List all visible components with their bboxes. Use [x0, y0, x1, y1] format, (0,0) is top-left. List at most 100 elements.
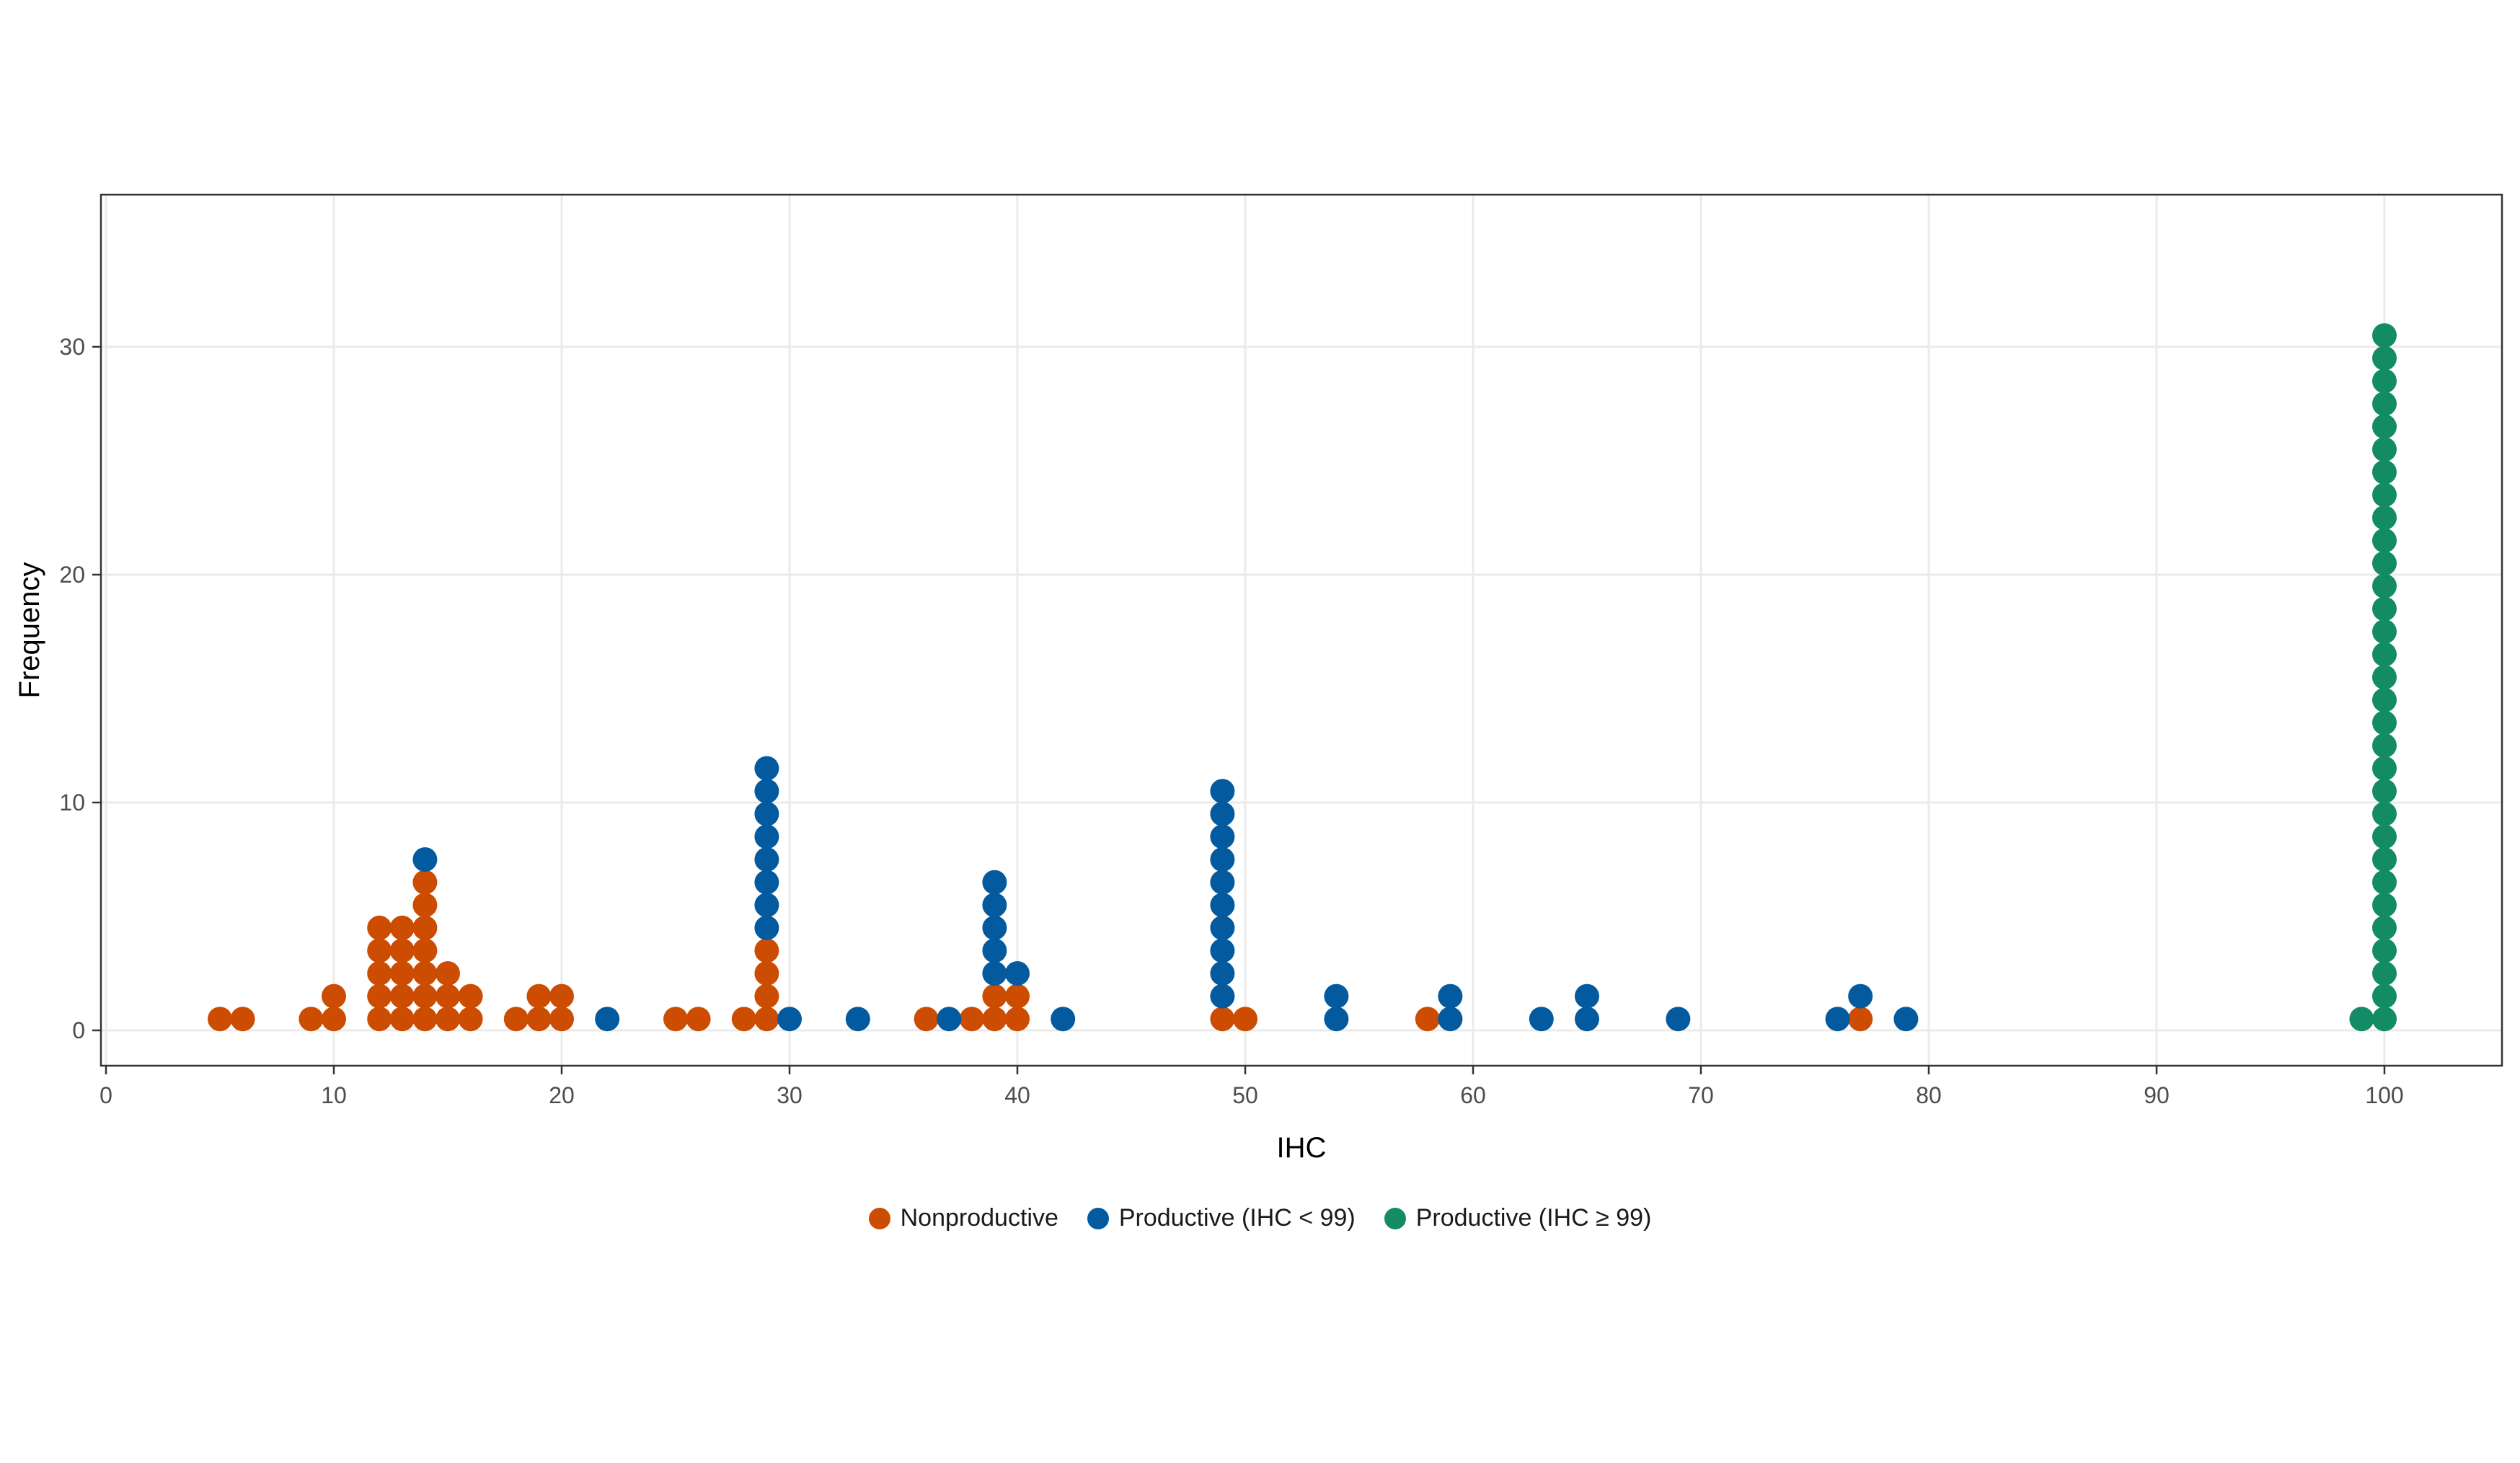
x-tick-label: 10 — [321, 1082, 347, 1108]
data-point — [412, 893, 438, 918]
x-tick-label: 30 — [777, 1082, 803, 1108]
data-point — [914, 1007, 939, 1032]
data-point — [526, 1007, 552, 1032]
data-point — [367, 915, 392, 940]
data-point — [436, 961, 460, 986]
data-point — [754, 847, 779, 872]
data-point — [2372, 1007, 2397, 1032]
data-point — [2372, 710, 2397, 735]
data-point — [2372, 733, 2397, 758]
legend-item-productive-high: Productive (IHC ≥ 99) — [1384, 1204, 1652, 1232]
data-point — [754, 961, 779, 986]
data-point — [389, 938, 415, 963]
data-point — [982, 915, 1007, 940]
data-point — [754, 915, 779, 940]
data-point — [2372, 938, 2397, 963]
data-point — [1005, 961, 1030, 986]
data-point — [982, 938, 1007, 963]
y-tick-label: 0 — [72, 1017, 85, 1043]
data-point — [2372, 459, 2397, 485]
data-point — [754, 756, 779, 781]
data-point — [2372, 505, 2397, 530]
data-point — [1438, 1007, 1463, 1032]
data-point — [1848, 1007, 1873, 1032]
y-tick-label: 30 — [59, 334, 85, 360]
data-point — [2372, 756, 2397, 781]
y-tick-label: 20 — [59, 562, 85, 588]
x-tick-label: 50 — [1232, 1082, 1258, 1108]
data-point — [1005, 1007, 1030, 1032]
legend-swatch-productive-low — [1087, 1207, 1109, 1229]
data-point — [458, 1007, 483, 1032]
data-point — [2372, 984, 2397, 1009]
data-point — [2372, 915, 2397, 940]
data-point — [1825, 1007, 1850, 1032]
data-point — [1210, 893, 1235, 918]
data-point — [2372, 893, 2397, 918]
data-point — [2349, 1007, 2374, 1032]
data-point — [412, 938, 438, 963]
data-point — [230, 1007, 255, 1032]
data-point — [1666, 1007, 1691, 1032]
data-point — [458, 984, 483, 1009]
legend-item-nonproductive: Nonproductive — [868, 1204, 1058, 1232]
data-point — [1324, 984, 1349, 1009]
data-point — [2372, 482, 2397, 508]
data-point — [2372, 687, 2397, 712]
data-point — [2372, 619, 2397, 644]
data-point — [1438, 984, 1463, 1009]
data-point — [367, 938, 392, 963]
legend-label-nonproductive: Nonproductive — [900, 1204, 1058, 1232]
data-point — [412, 915, 438, 940]
x-tick-label: 80 — [1916, 1082, 1942, 1108]
data-point — [2372, 551, 2397, 576]
data-point — [436, 984, 460, 1009]
legend-item-productive-low: Productive (IHC < 99) — [1087, 1204, 1356, 1232]
data-point — [1210, 938, 1235, 963]
data-point — [436, 1007, 460, 1032]
data-point — [322, 984, 346, 1009]
data-point — [1210, 824, 1235, 849]
data-point — [1005, 984, 1030, 1009]
legend-label-productive-high: Productive (IHC ≥ 99) — [1415, 1204, 1652, 1232]
data-point — [526, 984, 552, 1009]
data-point — [754, 984, 779, 1009]
data-point — [412, 870, 438, 895]
data-point — [208, 1007, 232, 1032]
x-tick-label: 100 — [2365, 1082, 2403, 1108]
data-point — [959, 1007, 984, 1032]
data-point — [731, 1007, 756, 1032]
data-point — [1210, 847, 1235, 872]
data-point — [1210, 915, 1235, 940]
data-point — [1210, 961, 1235, 986]
data-point — [595, 1007, 620, 1032]
data-point — [299, 1007, 324, 1032]
data-point — [2372, 642, 2397, 667]
legend-label-productive-low: Productive (IHC < 99) — [1118, 1204, 1356, 1232]
data-point — [754, 824, 779, 849]
data-point — [1575, 984, 1599, 1009]
data-point — [549, 1007, 574, 1032]
data-point — [1893, 1007, 1919, 1032]
data-point — [2372, 392, 2397, 416]
data-point — [845, 1007, 870, 1032]
data-point — [982, 893, 1007, 918]
data-point — [1210, 870, 1235, 895]
x-tick-label: 0 — [100, 1082, 112, 1108]
data-point — [412, 847, 438, 872]
legend: Nonproductive Productive (IHC < 99) Prod… — [0, 1204, 2520, 1232]
data-point — [2372, 323, 2397, 348]
data-point — [389, 1007, 415, 1032]
x-axis-title: IHC — [1277, 1132, 1327, 1164]
data-point — [777, 1007, 802, 1032]
data-point — [2372, 414, 2397, 439]
data-point — [2372, 961, 2397, 986]
data-point — [686, 1007, 711, 1032]
plot-panel — [101, 195, 2502, 1066]
data-point — [1051, 1007, 1076, 1032]
data-point — [412, 984, 438, 1009]
data-point — [754, 893, 779, 918]
data-point — [367, 961, 392, 986]
data-point — [412, 961, 438, 986]
plot-border — [100, 193, 2503, 1067]
